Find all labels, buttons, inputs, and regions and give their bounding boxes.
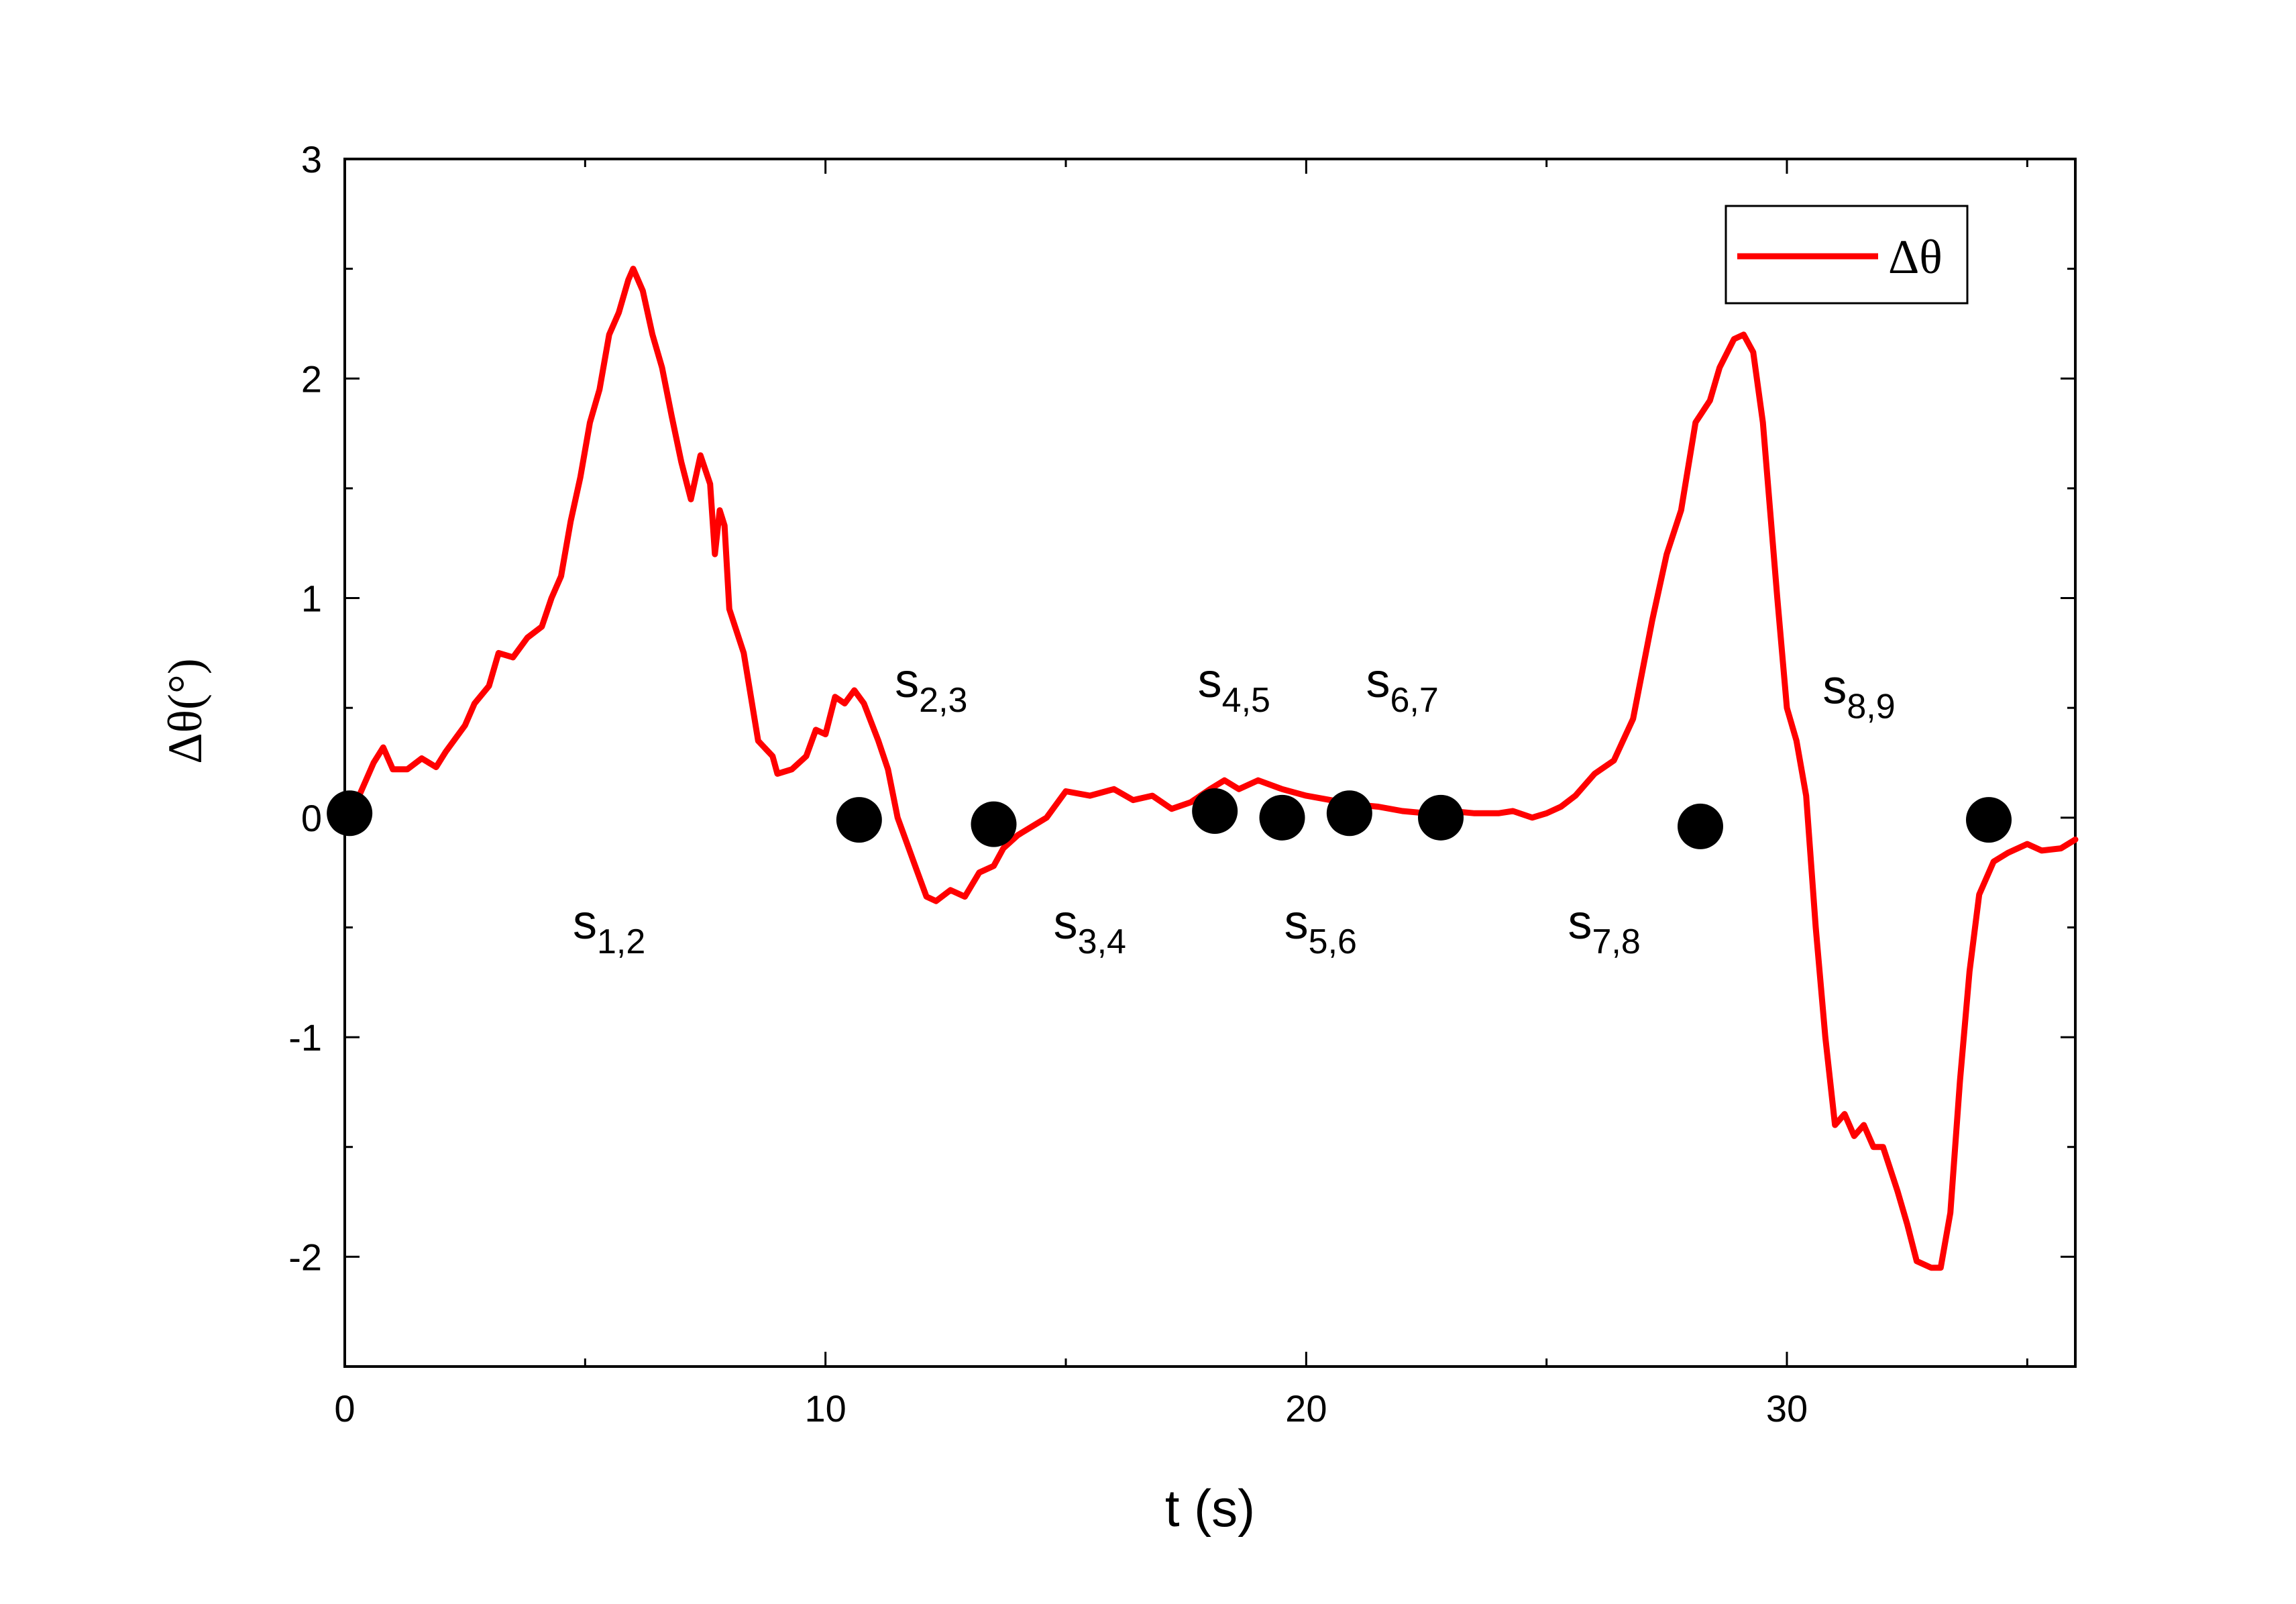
segment-label: s5,6 (1284, 896, 1357, 961)
x-tick-label: 20 (1285, 1387, 1327, 1430)
boundary-marker (1418, 794, 1464, 841)
legend: Δθ (1725, 205, 1969, 305)
segment-label: s3,4 (1054, 896, 1126, 961)
series-line-delta-theta (341, 266, 2079, 1271)
ticks (343, 158, 2075, 1368)
tick-labels: 0 10 20 30 -2 -1 0 1 2 3 (288, 138, 1808, 1430)
segment-label: s6,7 (1366, 654, 1439, 720)
y-axis-title: Δθ(°) (158, 658, 212, 764)
y-tick-label: 3 (301, 138, 322, 180)
boundary-marker (1966, 797, 2012, 843)
markers (327, 788, 2012, 849)
segment-label: s8,9 (1822, 661, 1895, 727)
annotations: s1,2 s2,3 s3,4 s4,5 s5,6 s6,7 s7,8 s8,9 (573, 654, 1896, 961)
x-tick-label: 30 (1766, 1387, 1808, 1430)
y-tick-label: 1 (301, 578, 322, 620)
boundary-marker (836, 797, 882, 843)
segment-label: s2,3 (895, 654, 967, 720)
segment-label: s4,5 (1198, 654, 1270, 720)
y-tick-label: -1 (288, 1016, 322, 1059)
plot-area (327, 266, 2079, 1271)
boundary-marker (1678, 803, 1723, 849)
boundary-marker (1326, 790, 1372, 837)
y-tick-label: 0 (301, 797, 322, 839)
boundary-marker (971, 801, 1017, 847)
y-tick-label: -2 (288, 1236, 322, 1278)
x-axis-title: t (s) (1165, 1479, 1255, 1538)
plot-frame (343, 158, 2077, 1368)
boundary-marker (1192, 788, 1238, 834)
y-tick-label: 2 (301, 358, 322, 400)
legend-label: Δθ (1888, 230, 1943, 284)
x-tick-label: 10 (805, 1387, 846, 1430)
x-tick-label: 0 (334, 1387, 355, 1430)
segment-label: s1,2 (573, 896, 645, 961)
boundary-marker (1259, 794, 1305, 841)
segment-label: s7,8 (1568, 896, 1641, 961)
boundary-marker (327, 790, 373, 837)
